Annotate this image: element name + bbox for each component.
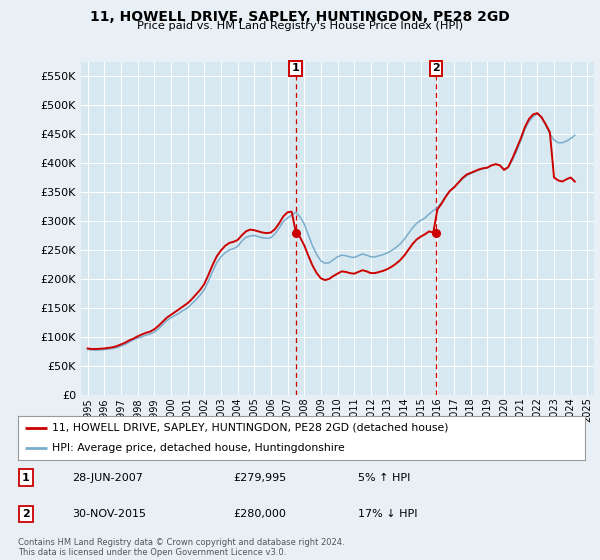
Text: 1: 1 bbox=[292, 63, 299, 73]
Text: 17% ↓ HPI: 17% ↓ HPI bbox=[358, 508, 418, 519]
Text: 2: 2 bbox=[22, 508, 30, 519]
Text: 30-NOV-2015: 30-NOV-2015 bbox=[72, 508, 146, 519]
Text: 5% ↑ HPI: 5% ↑ HPI bbox=[358, 473, 410, 483]
Text: 11, HOWELL DRIVE, SAPLEY, HUNTINGDON, PE28 2GD (detached house): 11, HOWELL DRIVE, SAPLEY, HUNTINGDON, PE… bbox=[52, 423, 449, 433]
Text: Price paid vs. HM Land Registry's House Price Index (HPI): Price paid vs. HM Land Registry's House … bbox=[137, 21, 463, 31]
Text: Contains HM Land Registry data © Crown copyright and database right 2024.: Contains HM Land Registry data © Crown c… bbox=[18, 538, 344, 547]
Text: This data is licensed under the Open Government Licence v3.0.: This data is licensed under the Open Gov… bbox=[18, 548, 286, 557]
Text: 2: 2 bbox=[432, 63, 440, 73]
Text: £279,995: £279,995 bbox=[233, 473, 287, 483]
Text: 1: 1 bbox=[22, 473, 30, 483]
Text: 28-JUN-2007: 28-JUN-2007 bbox=[72, 473, 143, 483]
Text: £280,000: £280,000 bbox=[233, 508, 286, 519]
Text: HPI: Average price, detached house, Huntingdonshire: HPI: Average price, detached house, Hunt… bbox=[52, 443, 345, 453]
Text: 11, HOWELL DRIVE, SAPLEY, HUNTINGDON, PE28 2GD: 11, HOWELL DRIVE, SAPLEY, HUNTINGDON, PE… bbox=[90, 10, 510, 24]
